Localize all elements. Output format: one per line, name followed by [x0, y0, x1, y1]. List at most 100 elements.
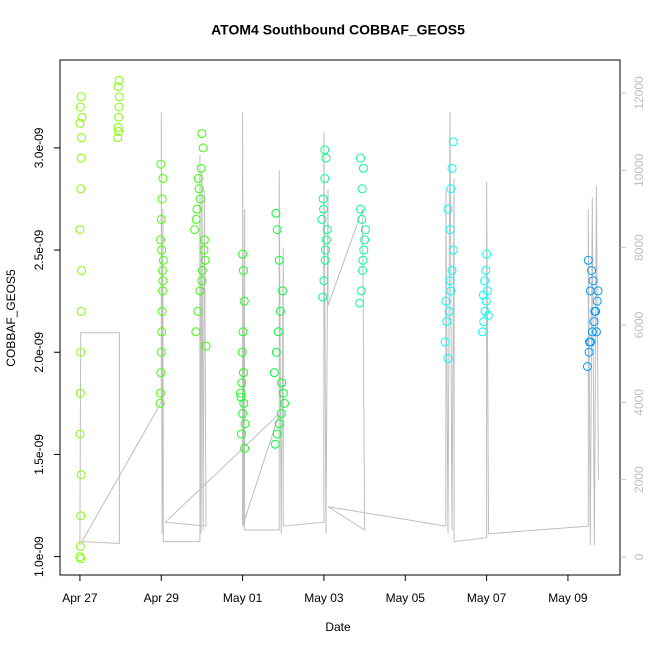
data-point — [320, 145, 330, 155]
data-point — [582, 362, 592, 372]
data-point — [358, 255, 368, 265]
x-tick-label: May 07 — [467, 591, 507, 605]
data-point — [157, 286, 167, 296]
data-point — [197, 129, 207, 139]
data-point — [445, 276, 455, 286]
data-point — [192, 204, 202, 214]
data-point — [319, 276, 329, 286]
data-point — [358, 163, 368, 173]
data-point — [114, 75, 124, 85]
data-point — [157, 327, 167, 337]
data-point — [200, 255, 210, 265]
data-point — [76, 554, 86, 564]
data-point — [197, 265, 207, 275]
data-point — [269, 368, 279, 378]
data-point — [584, 337, 594, 347]
data-point — [448, 137, 458, 147]
data-point — [440, 337, 450, 347]
data-point — [75, 102, 85, 112]
data-point — [238, 265, 248, 275]
data-point — [194, 184, 204, 194]
data-point — [76, 511, 86, 521]
y-tick-label: 3.0e-09 — [32, 127, 46, 168]
data-point — [481, 296, 491, 306]
data-point — [480, 276, 490, 286]
data-point — [583, 255, 593, 265]
data-point — [113, 133, 123, 143]
data-point — [587, 327, 597, 337]
data-point — [277, 378, 287, 388]
data-point — [198, 143, 208, 153]
data-point — [158, 255, 168, 265]
data-point — [360, 225, 370, 235]
data-point — [240, 419, 250, 429]
data-point — [75, 388, 85, 398]
altitude-line — [79, 112, 599, 546]
data-point — [193, 174, 203, 184]
data-point — [76, 306, 86, 316]
data-point — [272, 429, 282, 439]
data-point — [114, 127, 124, 137]
data-point — [155, 398, 165, 408]
data-point — [320, 255, 330, 265]
data-point — [270, 439, 280, 449]
chart-title: ATOM4 Southbound COBBAF_GEOS5 — [211, 22, 465, 38]
data-point — [155, 235, 165, 245]
data-point — [156, 214, 166, 224]
data-point — [77, 265, 87, 275]
data-point — [155, 388, 165, 398]
data-point — [75, 225, 85, 235]
y-tick-label: 2.5e-09 — [32, 229, 46, 270]
y2-tick-label: 4000 — [632, 389, 646, 416]
data-point — [592, 296, 602, 306]
data-point — [271, 347, 281, 357]
data-point — [587, 265, 597, 275]
data-point — [360, 235, 370, 245]
data-point — [195, 286, 205, 296]
y2-tick-label: 2000 — [632, 466, 646, 493]
y-axis-label: COBBAF_GEOS5 — [4, 269, 18, 367]
data-point — [271, 208, 281, 218]
data-point — [196, 163, 206, 173]
data-point — [113, 82, 123, 92]
data-point — [75, 541, 85, 551]
data-point — [590, 306, 600, 316]
data-point — [158, 276, 168, 286]
data-point — [589, 317, 599, 327]
data-point — [238, 368, 248, 378]
data-point — [201, 341, 211, 351]
x-tick-label: May 09 — [548, 591, 588, 605]
x-tick-label: May 03 — [304, 591, 344, 605]
data-point — [444, 306, 454, 316]
plot-frame — [59, 59, 621, 576]
x-axis-label: Date — [325, 620, 351, 634]
data-point — [76, 92, 86, 102]
data-point — [445, 225, 455, 235]
data-point — [75, 429, 85, 439]
data-point — [157, 306, 167, 316]
data-point — [191, 327, 201, 337]
y2-tick-label: 12000 — [632, 76, 646, 110]
y2-tick-label: 10000 — [632, 153, 646, 187]
data-point — [76, 470, 86, 480]
data-point — [481, 265, 491, 275]
data-point — [191, 214, 201, 224]
data-point — [278, 388, 288, 398]
x-tick-label: May 05 — [386, 591, 426, 605]
data-point — [358, 265, 368, 275]
data-point — [238, 249, 248, 259]
data-point — [114, 92, 124, 102]
data-point — [359, 245, 369, 255]
data-point — [355, 298, 365, 308]
data-point — [239, 296, 249, 306]
data-point — [156, 347, 166, 357]
data-point — [238, 409, 248, 419]
data-point — [446, 184, 456, 194]
data-point — [76, 153, 86, 163]
data-point — [237, 347, 247, 357]
data-point — [441, 296, 451, 306]
data-point — [447, 163, 457, 173]
data-point — [482, 249, 492, 259]
data-point — [158, 174, 168, 184]
data-point — [356, 286, 366, 296]
